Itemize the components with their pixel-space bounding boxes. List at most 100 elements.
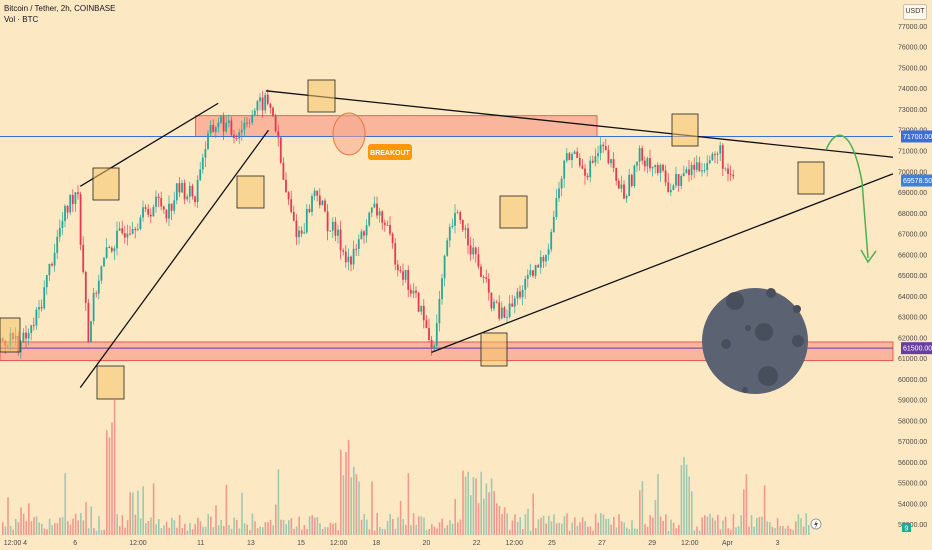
volume-bar	[85, 502, 87, 535]
candle-body	[607, 150, 610, 164]
candle-body	[186, 196, 189, 200]
volume-bar	[433, 526, 436, 535]
candle-body	[220, 116, 222, 123]
candle-body	[194, 196, 196, 203]
volume-bar	[558, 522, 560, 535]
volume-bar	[176, 527, 178, 535]
volume-bar	[670, 519, 672, 535]
candle-body	[61, 220, 64, 228]
y-tick-label: 75000.00	[898, 65, 927, 72]
volume-bar	[563, 515, 566, 535]
candle-body	[568, 153, 571, 160]
volume-bar	[9, 525, 12, 535]
volume-bar	[537, 519, 540, 535]
candle-body	[222, 116, 225, 132]
volume-bar	[782, 525, 784, 535]
volume-bar	[345, 451, 347, 535]
volume-bar	[472, 477, 475, 535]
candle-body	[337, 229, 339, 236]
volume-bar	[667, 530, 670, 535]
candle-body	[565, 153, 568, 161]
candle-body	[391, 233, 394, 244]
candle-body	[506, 317, 508, 318]
volume-bar	[584, 521, 586, 535]
volume-bar	[332, 523, 334, 535]
volume-bar	[329, 522, 332, 535]
volume-bar	[771, 526, 774, 535]
volume-bar	[184, 523, 186, 535]
y-tick-label: 58000.00	[898, 418, 927, 425]
volume-bar	[165, 521, 168, 535]
candle-body	[695, 162, 698, 170]
candle-body	[230, 120, 233, 135]
volume-bar	[22, 513, 25, 535]
volume-bar	[696, 526, 698, 535]
volume-bar	[649, 515, 651, 535]
candle-body	[134, 228, 137, 230]
volume-bar	[626, 527, 628, 535]
moon-crater	[742, 387, 748, 393]
candle-body	[675, 174, 677, 186]
x-tick-label: Apr	[722, 540, 734, 547]
volume-bar	[217, 525, 220, 535]
candle-body	[716, 153, 719, 155]
candle-body	[646, 158, 649, 167]
volume-bar	[639, 490, 641, 535]
volume-bar	[124, 527, 126, 535]
candle-body	[300, 230, 303, 234]
candle-body	[690, 164, 693, 176]
candle-body	[581, 165, 584, 169]
volume-bar	[4, 526, 7, 535]
candle-body	[313, 190, 316, 197]
candle-body	[487, 278, 490, 293]
volume-bar	[610, 524, 612, 535]
candle-body	[677, 174, 680, 186]
volume-bar	[657, 473, 659, 535]
candle-body	[347, 256, 350, 263]
candle-body	[558, 188, 560, 199]
volume-bar	[25, 521, 27, 535]
candle-body	[251, 114, 254, 123]
candle-body	[282, 162, 285, 180]
volume-bar	[756, 517, 758, 535]
candle-body	[711, 153, 714, 161]
volume-bar	[740, 515, 742, 535]
volume-bar	[548, 515, 550, 535]
volume-bar	[535, 528, 537, 535]
currency-button[interactable]: USDT	[903, 4, 927, 20]
volume-bar	[306, 529, 308, 535]
candle-body	[435, 323, 438, 346]
volume-bar	[457, 522, 459, 535]
volume-bar	[418, 516, 420, 535]
candle-body	[589, 160, 592, 178]
candle-body	[428, 328, 430, 340]
volume-bar	[745, 474, 748, 535]
volume-bar	[511, 520, 514, 535]
volume-bar	[15, 518, 17, 535]
candle-body	[32, 325, 35, 327]
volume-bar	[285, 524, 287, 535]
volume-bar	[353, 466, 355, 535]
candle-body	[238, 132, 241, 139]
volume-bar	[54, 523, 56, 535]
highlight-box	[307, 79, 336, 113]
volume-bar	[579, 522, 581, 535]
volume-bar	[41, 523, 43, 535]
candle-body	[19, 341, 22, 353]
candle-body	[365, 225, 368, 236]
candle-body	[594, 156, 597, 163]
volume-bar	[766, 521, 768, 535]
volume-bar	[215, 505, 217, 535]
candle-body	[485, 277, 488, 279]
candle-body	[656, 165, 659, 173]
candle-body	[363, 231, 365, 236]
volume-bar	[7, 497, 9, 535]
volume-bar	[449, 520, 451, 535]
volume-bar	[243, 523, 246, 535]
candle-body	[454, 212, 456, 226]
volume-bar	[59, 517, 61, 535]
moon-icon	[702, 288, 808, 394]
volume-bar	[379, 526, 381, 535]
trendline	[265, 90, 894, 158]
